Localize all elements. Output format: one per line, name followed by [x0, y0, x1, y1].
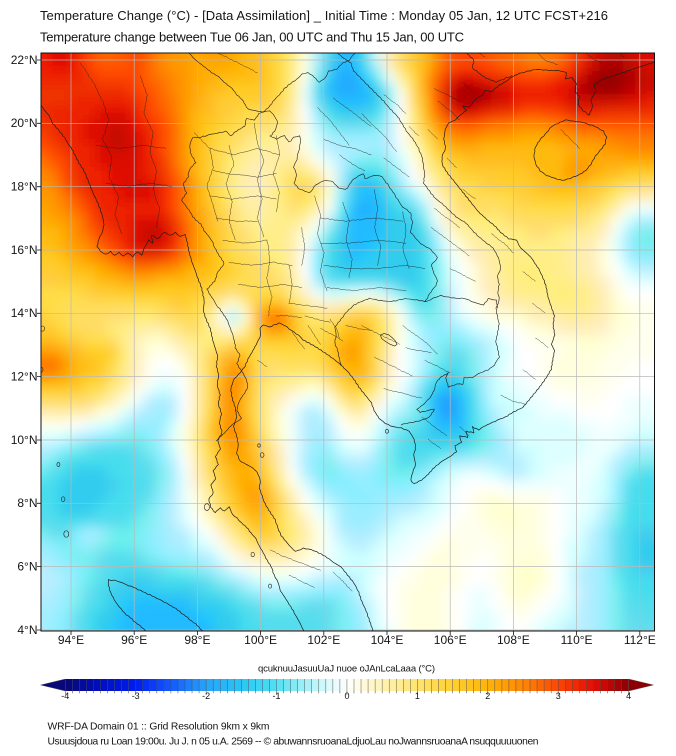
svg-text:-1: -1 [272, 691, 280, 701]
svg-text:-3: -3 [132, 691, 140, 701]
svg-text:108°E: 108°E [497, 633, 530, 647]
svg-text:1: 1 [415, 691, 420, 701]
svg-text:Temperature Change (°C) - [Dat: Temperature Change (°C) - [Data Assimila… [40, 8, 608, 23]
svg-text:2: 2 [485, 691, 490, 701]
svg-text:100°E: 100°E [244, 633, 277, 647]
svg-text:4°N: 4°N [17, 623, 37, 637]
svg-text:Usuusjdoua ru Loan 19:00u. Ju: Usuusjdoua ru Loan 19:00u. Ju J. n 05 u.… [48, 736, 539, 747]
svg-text:106°E: 106°E [434, 633, 467, 647]
svg-text:14°N: 14°N [11, 306, 38, 320]
svg-text:12°N: 12°N [11, 369, 38, 383]
svg-text:WRF-DA Domain 01 :: Grid Resol: WRF-DA Domain 01 :: Grid Resolution 9km … [48, 721, 270, 732]
svg-text:qcuknuuJasuuUaJ nuoe oJAnLcaLa: qcuknuuJasuuUaJ nuoe oJAnLcaLaaa (°C) [258, 663, 435, 674]
svg-text:10°N: 10°N [11, 433, 38, 447]
svg-text:94°E: 94°E [58, 633, 84, 647]
svg-text:110°E: 110°E [561, 633, 593, 647]
svg-text:3: 3 [556, 691, 561, 701]
svg-text:8°N: 8°N [17, 496, 37, 510]
svg-text:Temperature change between Tue: Temperature change between Tue 06 Jan, 0… [40, 30, 464, 45]
svg-text:16°N: 16°N [11, 243, 38, 257]
svg-text:112°E: 112°E [624, 633, 656, 647]
svg-text:18°N: 18°N [11, 180, 38, 194]
svg-text:6°N: 6°N [17, 559, 37, 573]
svg-text:4: 4 [626, 691, 631, 701]
svg-text:98°E: 98°E [184, 633, 210, 647]
svg-text:20°N: 20°N [11, 116, 38, 130]
svg-text:96°E: 96°E [121, 633, 147, 647]
svg-text:-2: -2 [202, 691, 210, 701]
svg-text:22°N: 22°N [11, 53, 38, 67]
svg-text:-4: -4 [61, 691, 69, 701]
svg-text:104°E: 104°E [371, 633, 404, 647]
svg-text:102°E: 102°E [307, 633, 340, 647]
svg-text:0: 0 [344, 691, 349, 701]
